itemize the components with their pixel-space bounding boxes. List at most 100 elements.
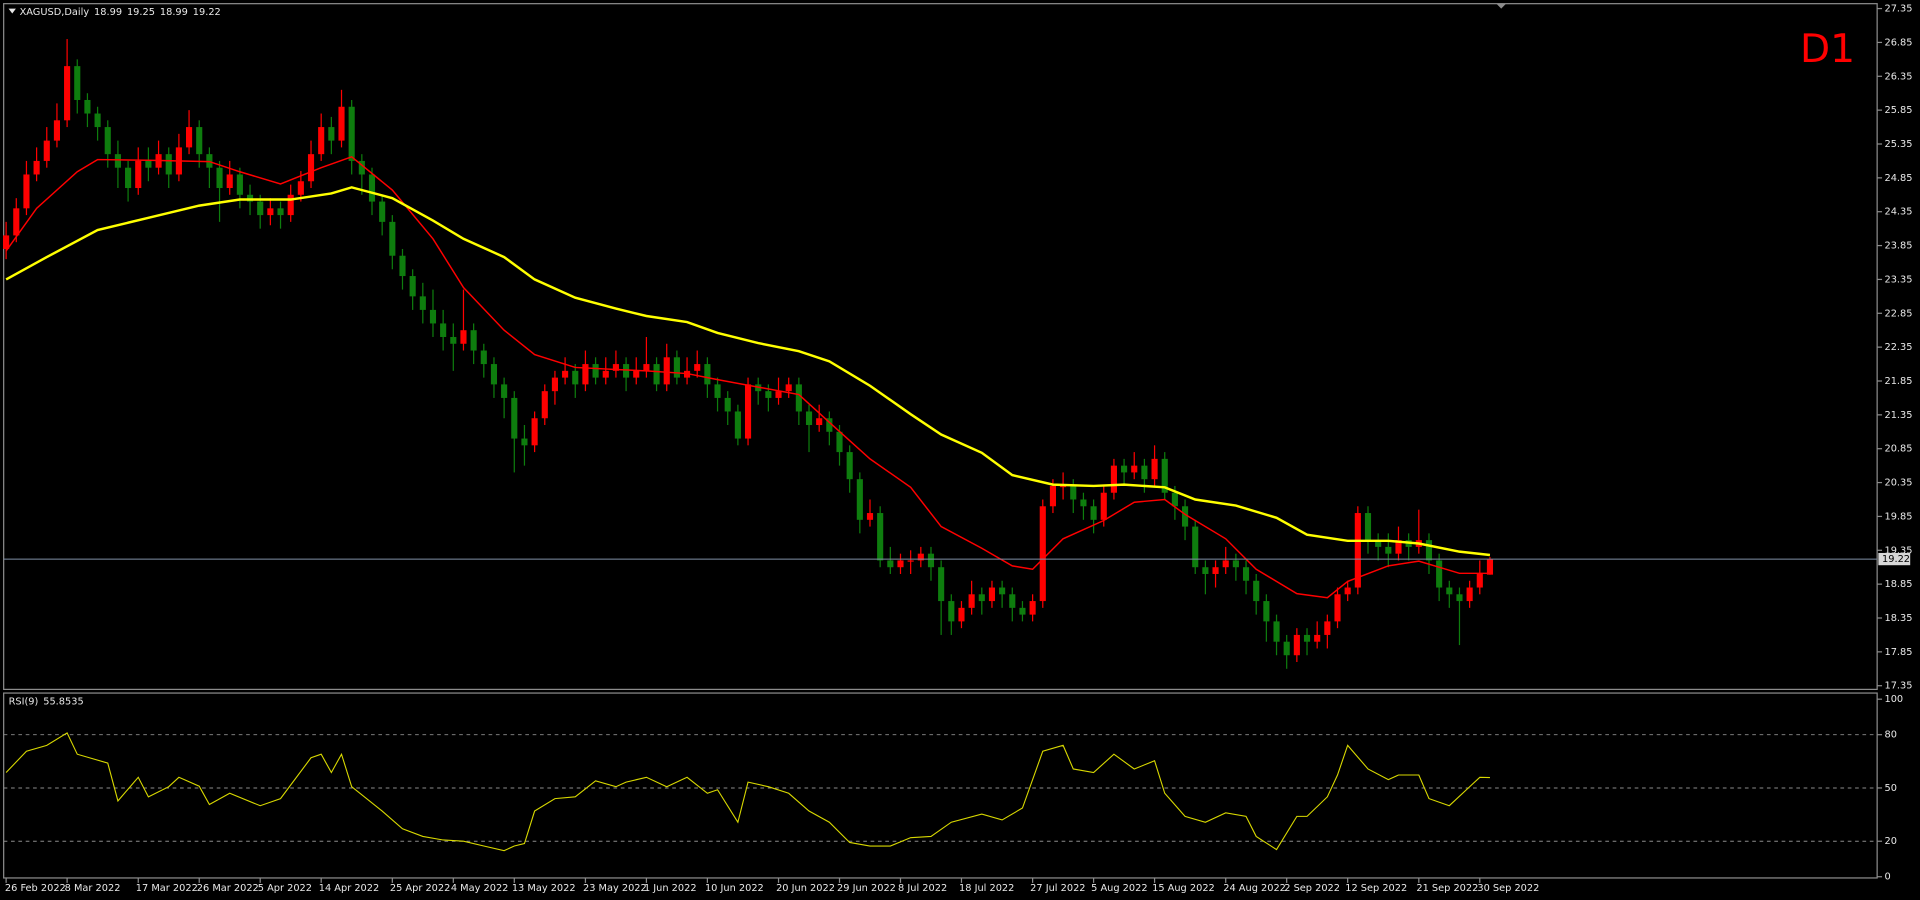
candle-body <box>226 174 233 189</box>
candle-body <box>114 154 121 168</box>
candle-body <box>1202 567 1209 574</box>
candle-body <box>734 411 741 439</box>
candle-body <box>1131 465 1138 473</box>
collapse-icon[interactable] <box>8 8 16 14</box>
candle-body <box>551 377 558 392</box>
price-tag-box <box>1878 552 1911 566</box>
rsi-header: RSI(9) 55.8535 <box>9 697 84 708</box>
candle-body <box>104 127 111 155</box>
candle-body <box>440 323 447 337</box>
candle-body <box>1009 594 1016 608</box>
candle-body <box>460 330 467 344</box>
candle-body <box>1171 492 1178 507</box>
x-tick-label: 1 Jun 2022 <box>644 883 697 894</box>
shift-marker[interactable] <box>1496 3 1507 9</box>
x-tick-label: 26 Mar 2022 <box>197 883 259 894</box>
candle-body <box>33 160 40 175</box>
candle-body <box>663 357 670 385</box>
candle-body <box>419 296 426 310</box>
timeframe-label: D1 <box>1800 27 1855 72</box>
candle-body <box>1060 485 1067 488</box>
candle-body <box>358 160 365 175</box>
x-tick-label: 8 Mar 2022 <box>65 883 121 894</box>
candle-body <box>582 364 589 385</box>
candle-body <box>379 201 386 222</box>
moving-average-line <box>5 186 1491 557</box>
candle-body <box>805 411 813 426</box>
candle-body <box>94 113 101 128</box>
candle-body <box>968 594 975 608</box>
candle-body <box>1222 560 1229 568</box>
y-tick-label: 24.85 <box>1884 173 1912 184</box>
candle-body <box>257 201 264 216</box>
candle-body <box>1425 540 1433 561</box>
candle-body <box>816 418 823 426</box>
rsi-title: RSI(9) <box>9 697 39 708</box>
candle-body <box>1324 621 1331 635</box>
candle-body <box>1273 621 1280 642</box>
candle-body <box>216 167 223 189</box>
y-tick-label: 80 <box>1884 730 1896 741</box>
x-tick-label: 29 Jun 2022 <box>837 883 896 894</box>
candle-body <box>490 364 498 385</box>
y-tick-label: 26.35 <box>1884 71 1912 82</box>
candle-body <box>53 120 60 141</box>
candle-body <box>450 336 457 344</box>
rsi-value: 55.8535 <box>43 697 83 708</box>
candle-body <box>958 607 965 622</box>
candle-body <box>948 601 955 622</box>
candle-body <box>1070 485 1077 500</box>
candle-body <box>368 174 376 202</box>
candle-body <box>196 127 203 155</box>
candle-body <box>277 208 284 216</box>
candle-body <box>1192 526 1199 568</box>
candle-body <box>1283 641 1290 656</box>
candle-body <box>592 364 599 378</box>
y-tick-label: 22.85 <box>1884 308 1912 319</box>
x-tick-label: 12 Sep 2022 <box>1345 883 1407 894</box>
x-tick-label: 5 Aug 2022 <box>1091 883 1147 894</box>
candle-body <box>633 370 640 378</box>
candle-body <box>1476 573 1483 588</box>
rsi-panel-frame <box>3 692 1878 879</box>
candle-body <box>714 384 721 398</box>
candle-body <box>74 66 81 100</box>
candle-body <box>1385 546 1392 554</box>
x-tick-label: 27 Jul 2022 <box>1030 883 1085 894</box>
close-value: 19.22 <box>193 7 221 18</box>
candle-body <box>501 384 508 398</box>
candle-body <box>480 350 487 365</box>
candle-body <box>775 391 782 398</box>
y-tick-label: 26.85 <box>1884 37 1912 48</box>
candle-body <box>999 587 1006 595</box>
candle-body <box>338 106 345 141</box>
candle-body <box>653 364 660 385</box>
x-tick-label: 23 May 2022 <box>583 883 647 894</box>
x-tick-label: 30 Sep 2022 <box>1477 883 1539 894</box>
x-tick-label: 14 Apr 2022 <box>319 883 379 894</box>
candle-body <box>1182 506 1189 527</box>
moving-average-line <box>5 156 1490 599</box>
candle-body <box>1100 492 1107 520</box>
y-tick-label: 18.35 <box>1884 613 1912 624</box>
candle-body <box>1395 540 1402 554</box>
candle-body <box>3 235 10 249</box>
candle-body <box>1232 560 1239 568</box>
candle-body <box>1161 458 1168 493</box>
x-tick-label: 10 Jun 2022 <box>705 883 764 894</box>
y-tick-label: 24.35 <box>1884 207 1912 218</box>
candle-body <box>1110 465 1117 493</box>
candle-body <box>1354 513 1361 588</box>
x-tick-label: 17 Mar 2022 <box>136 883 198 894</box>
candle-body <box>1293 634 1300 656</box>
candle-body <box>887 560 894 568</box>
candle-body <box>1029 601 1036 615</box>
candle-body <box>1446 587 1453 595</box>
x-tick-label: 20 Jun 2022 <box>776 883 835 894</box>
low-value: 18.99 <box>160 7 188 18</box>
candle-body <box>1303 634 1311 642</box>
candle-body <box>846 452 853 480</box>
y-tick-label: 20 <box>1884 836 1896 847</box>
candle-body <box>765 391 772 398</box>
